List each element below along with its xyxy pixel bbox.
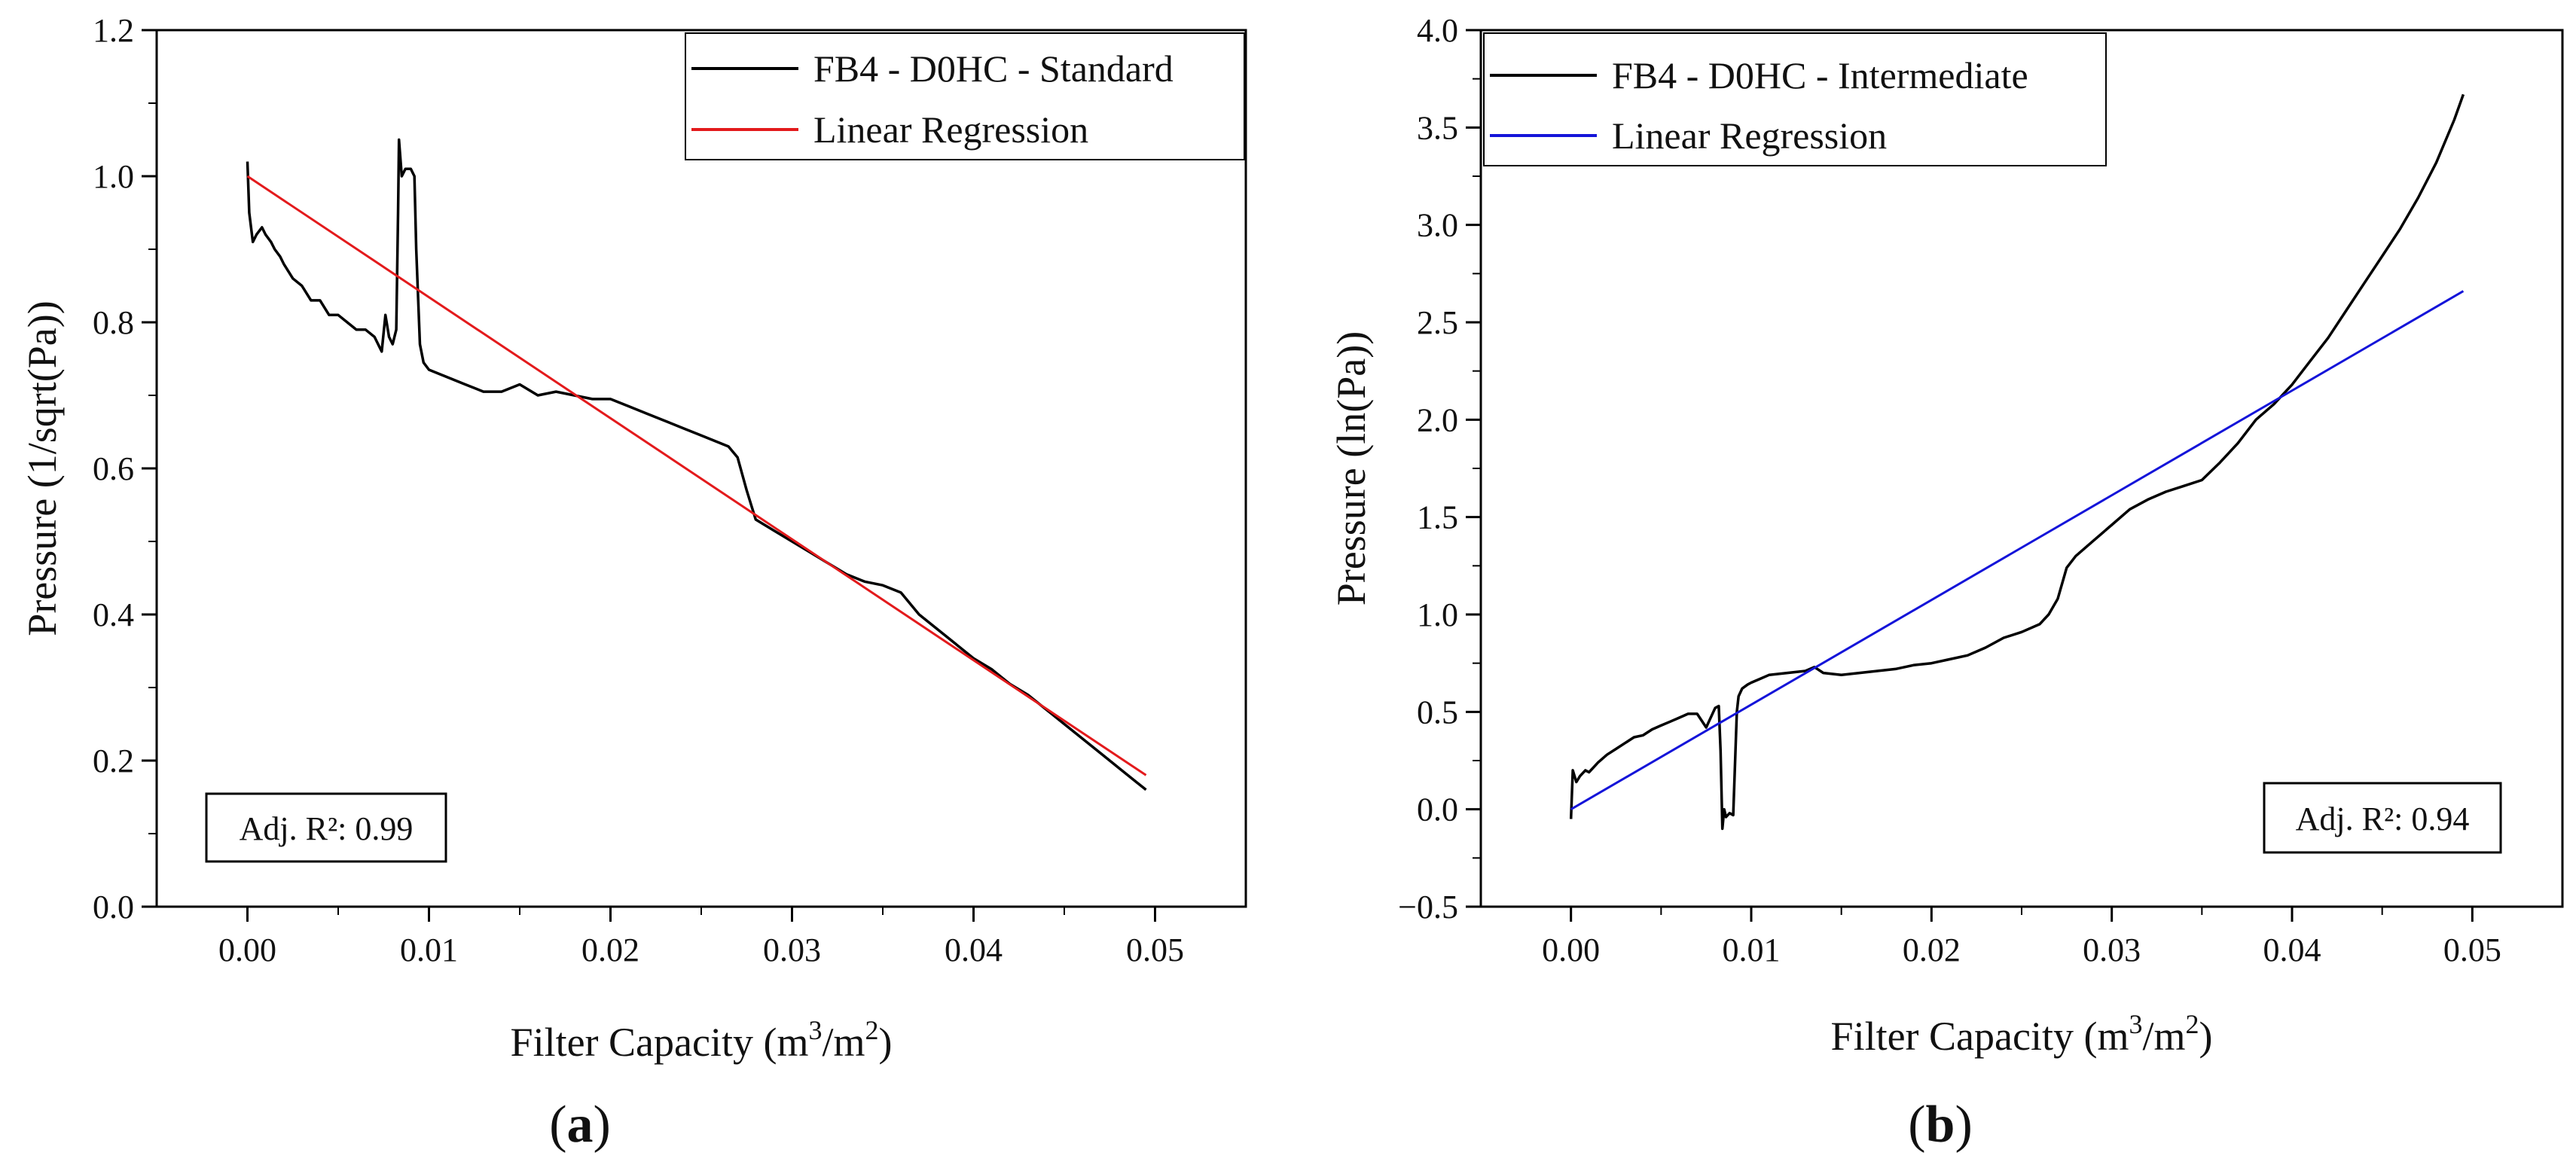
series-line-a-0 (246, 138, 1147, 791)
annotation-text-b: Adj. R²: 0.94 (2296, 800, 2470, 837)
series-b (1569, 93, 2465, 831)
series-line-b-1 (1570, 290, 2465, 810)
x-tick-label-a-4: 0.04 (945, 932, 1003, 968)
y-tick-label-a-1: 0.2 (93, 743, 134, 779)
y-tick-label-b-3: 1.0 (1417, 596, 1458, 633)
x-axis-title-a: Filter Capacity (m3/m2) (511, 1015, 893, 1065)
y-tick-label-b-0: −0.5 (1398, 889, 1458, 925)
panel-a: 0.00 0.01 0.02 0.03 0.04 0.05 0.0 0.2 0.4 0.6 0.8 1… (20, 12, 1247, 1154)
x-tick-label-b-5: 0.05 (2443, 932, 2501, 968)
plot-area-a (155, 29, 1247, 908)
annotation-a: Adj. R²: 0.99 (205, 792, 447, 863)
legend-b: FB4 - D0HC - Intermediate Linear Regress… (1483, 32, 2107, 166)
x-tick-label-b-0: 0.00 (1542, 932, 1600, 968)
y-tick-label-a-3: 0.6 (93, 450, 134, 487)
series-line-b-0 (1569, 93, 2465, 831)
series-a (246, 138, 1147, 791)
annotation-b: Adj. R²: 0.94 (2263, 782, 2502, 854)
y-tick-label-a-6: 1.2 (93, 12, 134, 49)
x-tick-label-b-1: 0.01 (1723, 932, 1781, 968)
x-tick-label-a-2: 0.02 (581, 932, 639, 968)
legend-box-b (1483, 32, 2107, 166)
y-tick-label-b-2: 0.5 (1417, 694, 1458, 730)
x-axis-title-b: Filter Capacity (m3/m2) (1831, 1009, 2213, 1059)
y-tick-label-b-6: 2.5 (1417, 304, 1458, 341)
y-tick-label-b-4: 1.5 (1417, 499, 1458, 536)
panel-label-b: (b) (1908, 1096, 1973, 1154)
annotation-text-a: Adj. R²: 0.99 (240, 810, 414, 847)
panel-label-a: (a) (549, 1096, 611, 1154)
x-tick-label-a-5: 0.05 (1126, 932, 1184, 968)
y-axis-title-b: Pressure (ln(Pa)) (1329, 331, 1374, 605)
legend-label-series-b-1: Linear Regression (1612, 114, 1887, 157)
annotation-box-b (2263, 782, 2502, 854)
y-tick-label-b-7: 3.0 (1417, 207, 1458, 244)
annotation-box-a (205, 792, 447, 863)
y-tick-label-a-4: 0.8 (93, 304, 134, 341)
legend-label-series-b-0: FB4 - D0HC - Intermediate (1612, 54, 2028, 96)
y-tick-label-a-2: 0.4 (93, 596, 134, 633)
legend-box-a (685, 32, 1245, 160)
y-tick-label-b-5: 2.0 (1417, 401, 1458, 438)
x-tick-label-b-4: 0.04 (2263, 932, 2321, 968)
y-tick-label-b-9: 4.0 (1417, 12, 1458, 49)
y-tick-label-a-0: 0.0 (93, 889, 134, 925)
panel-b: 0.00 0.01 0.02 0.03 0.04 0.05 −0.5 0.0 0.5 1.0 1.5… (1329, 12, 2564, 1154)
y-tick-label-b-8: 3.5 (1417, 109, 1458, 146)
x-tick-label-a-3: 0.03 (763, 932, 821, 968)
y-tick-label-a-5: 1.0 (93, 158, 134, 195)
x-tick-label-b-3: 0.03 (2083, 932, 2141, 968)
legend-label-series-a-1: Linear Regression (813, 108, 1088, 151)
series-line-a-1 (246, 175, 1147, 776)
x-ticks-a: 0.00 0.01 0.02 0.03 0.04 0.05 0.0 0.2 0.4 0.6 0.8 1… (93, 12, 1184, 968)
x-ticks-b: 0.00 0.01 0.02 0.03 0.04 0.05 −0.5 0.0 0.5 1.0 1.5… (1398, 12, 2501, 968)
x-tick-label-b-2: 0.02 (1903, 932, 1961, 968)
x-tick-label-a-1: 0.01 (400, 932, 458, 968)
x-tick-label-a-0: 0.00 (218, 932, 276, 968)
y-tick-label-b-1: 0.0 (1417, 791, 1458, 828)
legend-label-series-a-0: FB4 - D0HC - Standard (813, 47, 1174, 90)
y-axis-title-a: Pressure (1/sqrt(Pa)) (20, 300, 65, 636)
legend-a: FB4 - D0HC - Standard Linear Regression (685, 32, 1245, 160)
